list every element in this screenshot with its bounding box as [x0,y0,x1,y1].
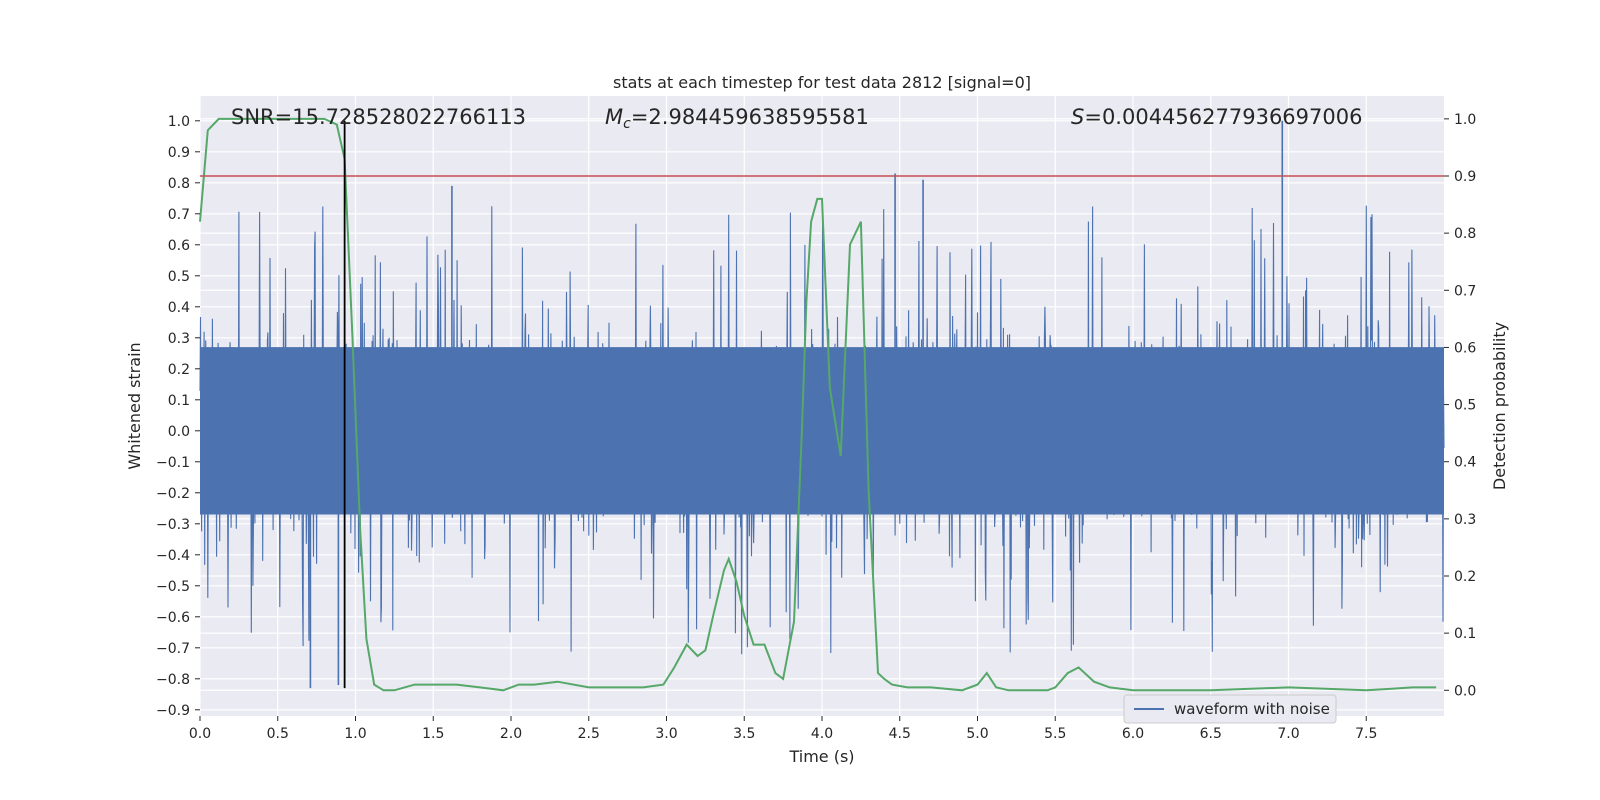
y-tick-label: −0.1 [156,455,190,471]
y2-tick-label: 0.2 [1454,569,1476,585]
y-axis-right: 1.0 0.9 0.8 0.7 0.6 0.5 0.4 0.3 0.2 0.1 0.0 [1444,112,1476,699]
y-tick-label: −0.3 [156,517,190,533]
y2-tick-label: 0.3 [1454,512,1476,528]
y-tick-label: 0.5 [168,269,190,285]
y-tick-label: −0.9 [156,703,190,719]
y2-axis-label: Detection probability [1490,322,1509,490]
y-tick-label: −0.5 [156,579,190,595]
x-tick-label: 3.0 [655,726,677,742]
x-tick-label: 1.0 [344,726,366,742]
s-symbol: S [1071,105,1084,129]
y-tick-label: 1.0 [168,114,190,130]
x-tick-label: 2.5 [578,726,600,742]
legend: waveform with noise [1123,694,1337,724]
y-tick-label: 0.6 [168,238,190,254]
overlays [200,120,1444,689]
y-tick-label: 0.8 [168,176,190,192]
probability-line [199,117,1437,692]
y-tick-label: 0.2 [168,362,190,378]
y2-tick-label: 0.8 [1454,226,1476,242]
y-tick-label: 0.1 [168,393,190,409]
x-tick-label: 1.5 [422,726,444,742]
y-tick-label: −0.6 [156,610,190,626]
y-tick-label: −0.4 [156,548,190,564]
x-tick-label: 7.5 [1355,726,1377,742]
x-tick-label: 2.0 [500,726,522,742]
y2-tick-label: 0.9 [1454,169,1476,185]
legend-box [1123,694,1337,724]
s-annotation: S=0.004456277936697006 [1071,105,1362,129]
y2-tick-label: 0.4 [1454,455,1476,471]
x-tick-label: 4.5 [889,726,911,742]
legend-label: waveform with noise [1174,700,1330,718]
y-tick-label: 0.0 [168,424,190,440]
probability-series [199,117,1437,692]
y-tick-label: 0.9 [168,145,190,161]
snr-annotation: SNR=15.728528022766113 [231,105,526,129]
chart-title: stats at each timestep for test data 281… [613,73,1031,92]
y-tick-label: −0.7 [156,641,190,657]
y2-tick-label: 0.1 [1454,626,1476,642]
y-axis-left: 1.0 0.9 0.8 0.7 0.6 0.5 0.4 0.3 0.2 0.1 0.0 −0.1 −0.… [156,114,200,719]
x-tick-label: 5.5 [1044,726,1066,742]
x-tick-label: 5.0 [966,726,988,742]
y2-tick-label: 0.5 [1454,398,1476,414]
mc-value: =2.984459638595581 [631,105,869,129]
y2-tick-label: 0.6 [1454,340,1476,356]
y2-tick-label: 0.0 [1454,683,1476,699]
x-axis-label: Time (s) [788,747,854,766]
x-tick-label: 7.0 [1277,726,1299,742]
y-axis-label: Whitened strain [125,342,144,469]
y-tick-label: 0.4 [168,300,190,316]
mc-annotation: Mc=2.984459638595581 [605,105,869,132]
x-tick-label: 6.0 [1122,726,1144,742]
s-value: =0.004456277936697006 [1084,105,1362,129]
mc-subscript: c [623,116,631,132]
x-tick-label: 0.5 [267,726,289,742]
mc-symbol: M [605,105,623,129]
waveform-band [200,347,1444,515]
y2-tick-label: 1.0 [1454,112,1476,128]
y-tick-label: −0.8 [156,672,190,688]
y-tick-label: 0.7 [168,207,190,223]
x-axis: 0.0 0.5 1.0 1.5 2.0 2.5 3.0 3.5 4.0 4.5 5.0 5.5 6.0 6… [189,716,1377,742]
x-tick-label: 6.5 [1200,726,1222,742]
y-tick-label: −0.2 [156,486,190,502]
y2-tick-label: 0.7 [1454,283,1476,299]
y-tick-label: 0.3 [168,331,190,347]
x-tick-label: 0.0 [189,726,211,742]
waveform-series [199,120,1445,689]
x-tick-label: 4.0 [811,726,833,742]
x-tick-label: 3.5 [733,726,755,742]
